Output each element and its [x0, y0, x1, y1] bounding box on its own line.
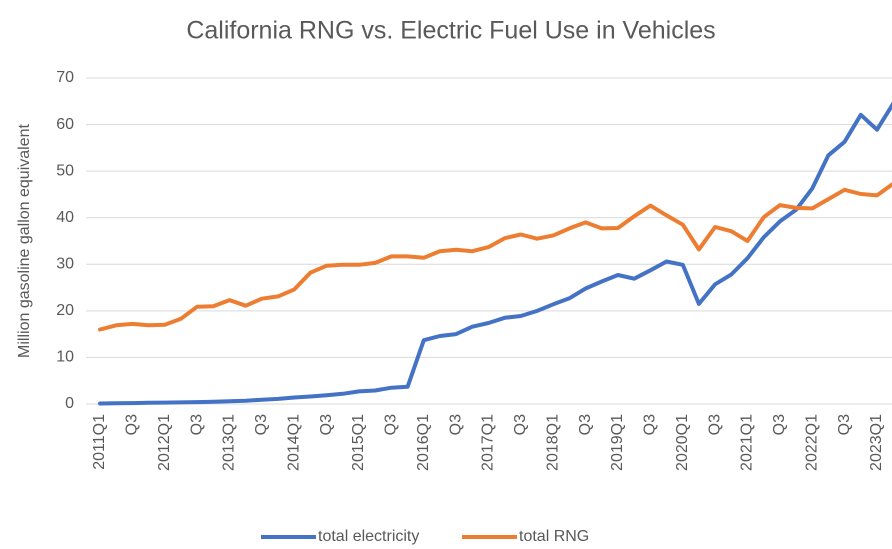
x-tick-label: 2011Q1	[91, 414, 108, 470]
x-tick-label: Q3	[706, 414, 723, 435]
y-tick-label: 30	[56, 256, 74, 273]
x-tick-label: Q3	[447, 414, 464, 435]
x-tick-label: 2013Q1	[221, 414, 238, 471]
y-tick-label: 10	[56, 349, 74, 366]
x-tick-label: 2016Q1	[415, 414, 432, 471]
x-tick-label: 2017Q1	[480, 414, 497, 471]
data-line	[98, 102, 892, 406]
y-tick-label: 60	[56, 116, 74, 133]
x-tick-label: 2012Q1	[156, 414, 173, 471]
x-tick-label: Q3	[836, 414, 853, 435]
y-tick-label: 20	[56, 302, 74, 319]
x-tick-label: 2019Q1	[609, 414, 626, 471]
x-tick-label: Q3	[188, 414, 205, 435]
x-tick-label: Q3	[383, 414, 400, 435]
x-tick-label: 2015Q1	[350, 414, 367, 471]
legend-label: total electricity	[318, 528, 419, 545]
y-tick-label: 0	[65, 395, 74, 412]
x-tick-label: Q3	[253, 414, 270, 435]
legend-label: total RNG	[519, 528, 589, 545]
y-tick-label: 50	[56, 162, 74, 179]
y-tick-label: 70	[56, 69, 74, 86]
x-tick-label: 2021Q1	[739, 414, 756, 471]
x-tick-label: Q3	[771, 414, 788, 435]
x-tick-label: 2023Q1	[868, 414, 885, 471]
x-tick-label: Q3	[124, 414, 141, 435]
x-tick-label: Q3	[642, 414, 659, 435]
x-tick-label: 2020Q1	[674, 414, 691, 471]
x-tick-label: 2022Q1	[803, 414, 820, 471]
x-tick-label: Q3	[512, 414, 529, 435]
y-axis-label: Million gasoline gallon equivalent	[16, 123, 33, 357]
x-tick-label: Q3	[577, 414, 594, 435]
y-tick-label: 40	[56, 209, 74, 226]
x-tick-label: 2018Q1	[544, 414, 561, 471]
data-line	[98, 182, 892, 332]
x-tick-label: 2014Q1	[285, 414, 302, 471]
chart-title: California RNG vs. Electric Fuel Use in …	[186, 17, 715, 45]
x-tick-label: Q3	[318, 414, 335, 435]
